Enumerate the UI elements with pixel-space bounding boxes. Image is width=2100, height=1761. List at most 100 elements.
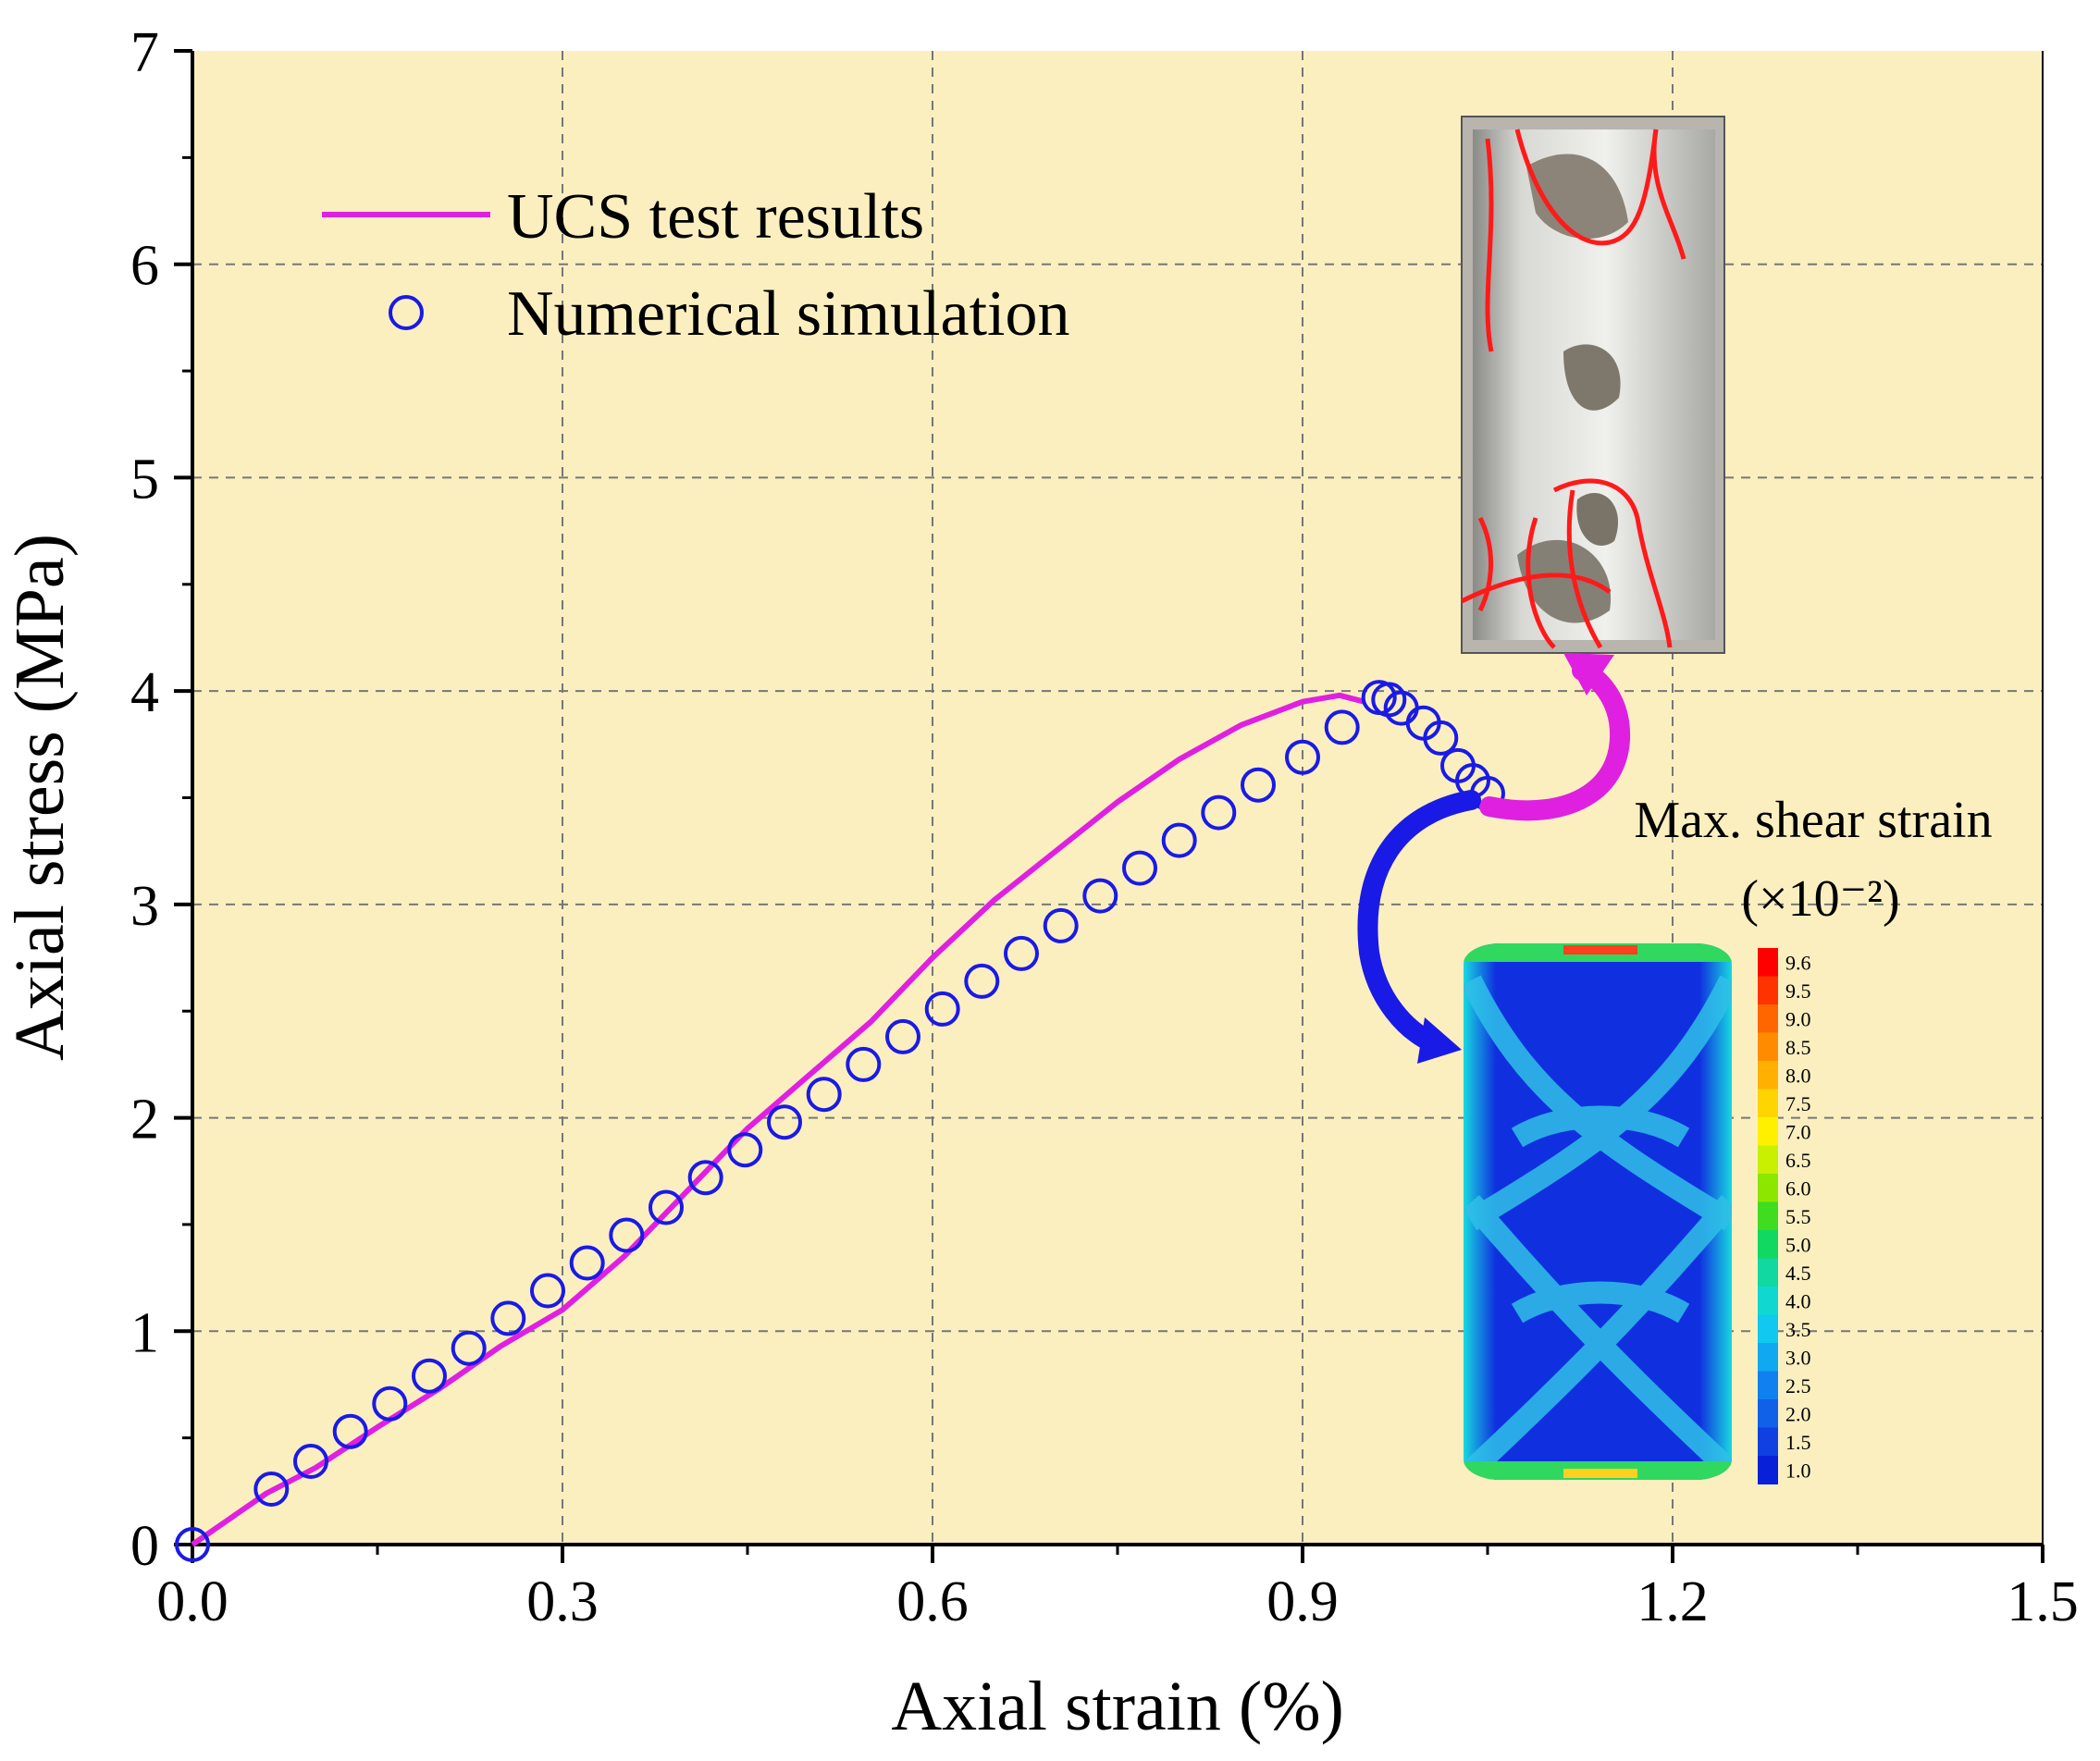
y-axis-title: Axial stress (MPa) <box>1 534 79 1061</box>
simulation-point <box>609 1217 645 1253</box>
simulation-point <box>372 1385 408 1422</box>
simulation-point <box>1423 720 1459 756</box>
colorbar-label: 9.5 <box>1785 979 1811 1003</box>
colorbar-segment <box>1758 976 1778 1005</box>
colorbar-label: 7.5 <box>1785 1092 1811 1115</box>
colorbar-segment <box>1758 1258 1778 1287</box>
colorbar-title: Max. shear strain <box>1634 792 1992 849</box>
simulation-point <box>293 1444 328 1479</box>
simulation-point <box>490 1300 526 1336</box>
x-tick-label: 0.9 <box>1266 1570 1339 1633</box>
colorbar-label: 1.0 <box>1785 1459 1811 1482</box>
colorbar-segment <box>1758 1427 1778 1457</box>
colorbar-label: 5.0 <box>1785 1233 1811 1256</box>
colorbar-segment <box>1758 1145 1778 1175</box>
colorbar-segment <box>1758 1287 1778 1315</box>
blue-arrowhead <box>1417 1017 1462 1064</box>
simulation-point <box>451 1330 487 1366</box>
colorbar-label: 6.0 <box>1785 1176 1811 1200</box>
y-tick-label: 7 <box>130 21 159 84</box>
x-axis-ticks: 0.0 0.3 0.6 0.9 1.2 1.5 <box>156 1545 2079 1633</box>
colorbar-label: 5.5 <box>1785 1205 1811 1228</box>
legend-marker-swatch <box>389 295 424 330</box>
colorbar-label: 3.5 <box>1785 1318 1811 1341</box>
colorbar-label: 7.0 <box>1785 1120 1811 1143</box>
colorbar-label: 9.0 <box>1785 1007 1811 1030</box>
colorbar-segment <box>1758 1456 1778 1484</box>
simulation-point <box>767 1104 802 1140</box>
y-tick-label: 2 <box>130 1089 159 1151</box>
colorbar-label: 1.5 <box>1785 1431 1811 1454</box>
shear-strain-contour <box>1464 943 1732 1480</box>
plot-background <box>192 51 2043 1545</box>
legend-label-ucs: UCS test results <box>507 181 924 252</box>
colorbar-label: 6.5 <box>1785 1149 1811 1172</box>
colorbar-segment <box>1758 1314 1778 1344</box>
colorbar-segment <box>1758 1117 1778 1146</box>
simulation-point <box>964 963 1000 999</box>
x-tick-label: 0.3 <box>526 1570 599 1633</box>
blue-arrow <box>1357 790 1481 1053</box>
simulation-point <box>1043 907 1079 943</box>
y-tick-label: 3 <box>130 875 159 938</box>
simulation-point <box>332 1413 368 1449</box>
y-tick-label: 4 <box>130 661 159 724</box>
x-tick-label: 1.2 <box>1637 1570 1709 1633</box>
simulation-point <box>1285 739 1320 775</box>
colorbar-label: 8.0 <box>1785 1064 1811 1087</box>
y-tick-label: 6 <box>130 235 159 298</box>
annotation-arrows <box>1357 653 1631 1064</box>
simulation-point <box>1161 822 1197 858</box>
y-tick-label: 1 <box>130 1301 159 1364</box>
colorbar-segment <box>1758 1089 1778 1118</box>
colorbar-segment <box>1758 1201 1778 1231</box>
colorbar-segment <box>1758 1343 1778 1372</box>
simulation-point <box>1082 878 1118 914</box>
simulation-point <box>1241 767 1276 803</box>
colorbar-unit: (×10⁻²) <box>1741 870 1899 928</box>
colorbar-segment <box>1758 1230 1778 1259</box>
colorbar-label: 4.0 <box>1785 1289 1811 1312</box>
simulation-point <box>846 1046 882 1082</box>
colorbar-segment <box>1758 1399 1778 1428</box>
simulation-point <box>175 1527 210 1562</box>
y-tick-label: 0 <box>130 1515 159 1578</box>
simulation-point <box>649 1189 684 1225</box>
colorbar-segment <box>1758 1174 1778 1202</box>
x-tick-label: 1.5 <box>2007 1570 2079 1633</box>
colorbar-segment <box>1758 1371 1778 1400</box>
x-axis-title: Axial strain (%) <box>891 1668 1344 1745</box>
legend: UCS test results Numerical simulation <box>322 181 1069 350</box>
simulation-point <box>412 1358 447 1394</box>
colorbar-label: 9.6 <box>1785 951 1811 974</box>
colorbar-label: 8.5 <box>1785 1036 1811 1059</box>
numerical-simulation-markers <box>175 680 1505 1562</box>
simulation-point <box>1201 794 1237 831</box>
colorbar-label: 3.0 <box>1785 1346 1811 1369</box>
y-axis-ticks: 0 1 2 3 4 5 6 7 <box>130 21 192 1578</box>
colorbar-label: 2.0 <box>1785 1402 1811 1425</box>
simulation-point <box>806 1077 842 1113</box>
simulation-point <box>687 1160 723 1196</box>
simulation-point <box>530 1273 565 1309</box>
y-tick-label: 5 <box>130 448 159 511</box>
simulation-point <box>253 1472 290 1507</box>
colorbar-segment <box>1758 1032 1778 1062</box>
simulation-point <box>885 1018 920 1054</box>
simulation-point <box>569 1245 605 1281</box>
colorbar-segment <box>1758 1004 1778 1033</box>
colorbar: 9.6 9.5 9.0 8.5 8.0 7.5 7.0 6.5 6.0 5.5 5.0 4.5 4.0 3… <box>1758 948 1811 1484</box>
colorbar-segment <box>1758 1061 1778 1090</box>
colorbar-label: 2.5 <box>1785 1374 1811 1398</box>
simulation-point <box>1004 935 1039 971</box>
legend-label-simulation: Numerical simulation <box>507 278 1069 350</box>
colorbar-segment <box>1758 948 1778 977</box>
magenta-arrow <box>1479 660 1631 821</box>
x-tick-label: 0.0 <box>156 1570 229 1633</box>
simulation-point <box>1324 709 1360 745</box>
simulation-point <box>1122 850 1157 886</box>
simulation-point <box>924 991 960 1027</box>
failed-specimen-photo <box>1460 116 1725 654</box>
simulation-point <box>727 1132 763 1168</box>
